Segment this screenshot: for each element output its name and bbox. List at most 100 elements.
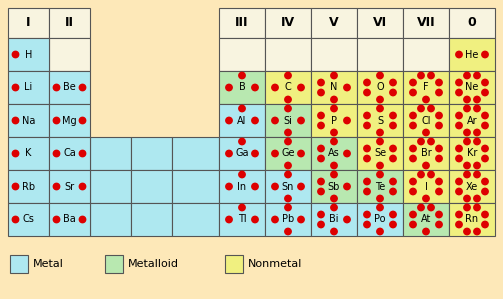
Bar [357, 203, 403, 236]
Circle shape [298, 183, 304, 190]
Circle shape [285, 138, 291, 145]
Text: S: S [377, 115, 383, 126]
Circle shape [410, 155, 416, 162]
Circle shape [474, 138, 480, 145]
Circle shape [331, 129, 337, 136]
Circle shape [331, 96, 337, 103]
Bar [219, 170, 265, 203]
Bar [219, 104, 265, 137]
Circle shape [298, 150, 304, 157]
Text: Rn: Rn [465, 214, 478, 225]
Circle shape [482, 122, 488, 129]
Circle shape [285, 72, 291, 79]
Circle shape [456, 89, 462, 96]
Circle shape [285, 204, 291, 211]
Circle shape [12, 150, 19, 157]
Text: VI: VI [373, 16, 387, 30]
Circle shape [390, 145, 396, 152]
Bar [8, 170, 49, 203]
Circle shape [436, 89, 442, 96]
Text: Mg: Mg [62, 115, 77, 126]
Bar [449, 137, 495, 170]
Circle shape [285, 162, 291, 169]
Bar [49, 8, 90, 38]
Circle shape [456, 155, 462, 162]
Circle shape [364, 145, 370, 152]
Circle shape [318, 211, 324, 218]
Text: Pb: Pb [282, 214, 294, 225]
Circle shape [482, 145, 488, 152]
Bar [357, 104, 403, 137]
Circle shape [436, 188, 442, 195]
Circle shape [344, 84, 350, 91]
Circle shape [364, 79, 370, 86]
Circle shape [423, 162, 429, 169]
Circle shape [464, 72, 470, 79]
Circle shape [239, 171, 245, 178]
Circle shape [456, 221, 462, 228]
Circle shape [418, 72, 424, 79]
Text: Bi: Bi [329, 214, 339, 225]
Circle shape [252, 117, 258, 124]
Circle shape [428, 204, 434, 211]
Text: As: As [328, 149, 340, 158]
Circle shape [482, 178, 488, 185]
Bar [90, 203, 131, 236]
Bar [357, 8, 403, 38]
Circle shape [79, 84, 86, 91]
Circle shape [272, 216, 278, 223]
Circle shape [482, 112, 488, 119]
Bar [449, 104, 495, 137]
Text: 0: 0 [468, 16, 476, 30]
Circle shape [464, 129, 470, 136]
Bar [90, 170, 131, 203]
Text: Al: Al [237, 115, 246, 126]
Text: Ca: Ca [63, 149, 76, 158]
Circle shape [79, 183, 86, 190]
Circle shape [12, 117, 19, 124]
Circle shape [436, 155, 442, 162]
Circle shape [226, 84, 232, 91]
Circle shape [377, 129, 383, 136]
Bar [403, 137, 449, 170]
Text: Po: Po [374, 214, 386, 225]
Bar [8, 71, 49, 104]
Text: H: H [25, 50, 32, 60]
Text: Sr: Sr [64, 181, 74, 191]
Circle shape [285, 96, 291, 103]
Circle shape [344, 183, 350, 190]
Circle shape [464, 96, 470, 103]
Bar [311, 71, 357, 104]
Circle shape [252, 84, 258, 91]
Circle shape [482, 51, 488, 58]
Circle shape [390, 79, 396, 86]
Text: III: III [235, 16, 249, 30]
Circle shape [318, 145, 324, 152]
Circle shape [252, 216, 258, 223]
Circle shape [318, 221, 324, 228]
Circle shape [456, 51, 462, 58]
Text: Ga: Ga [235, 149, 249, 158]
Text: At: At [421, 214, 431, 225]
Bar [8, 38, 49, 71]
Circle shape [474, 171, 480, 178]
Text: Be: Be [63, 83, 76, 92]
Circle shape [272, 117, 278, 124]
Text: Si: Si [284, 115, 292, 126]
Text: Tl: Tl [238, 214, 246, 225]
Text: V: V [329, 16, 339, 30]
Circle shape [318, 89, 324, 96]
Circle shape [377, 96, 383, 103]
Circle shape [377, 162, 383, 169]
Text: Cs: Cs [23, 214, 34, 225]
Text: Ge: Ge [281, 149, 295, 158]
Circle shape [226, 150, 232, 157]
Circle shape [456, 112, 462, 119]
Circle shape [239, 105, 245, 112]
Circle shape [331, 195, 337, 202]
Circle shape [428, 138, 434, 145]
Bar [265, 104, 311, 137]
Bar [449, 203, 495, 236]
Circle shape [318, 178, 324, 185]
Bar [49, 71, 90, 104]
